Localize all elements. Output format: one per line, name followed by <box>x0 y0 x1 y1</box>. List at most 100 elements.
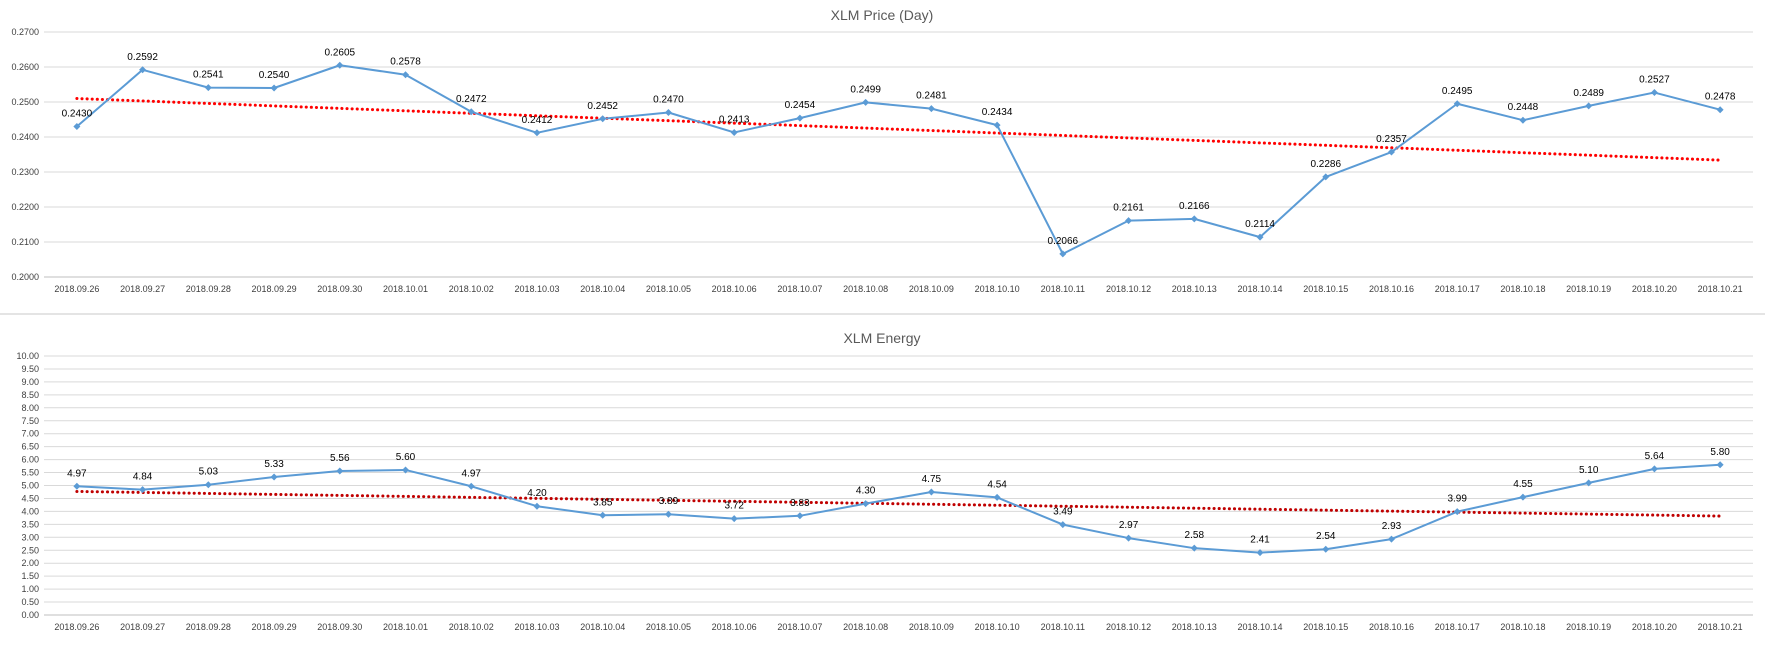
energy-data-point <box>599 511 607 519</box>
price-x-tick-label: 2018.10.11 <box>1041 284 1085 294</box>
price-data-point <box>730 128 738 136</box>
energy-x-tick-label: 2018.10.06 <box>712 622 757 632</box>
energy-data-point <box>1387 535 1395 543</box>
price-data-label: 0.2454 <box>785 100 816 111</box>
price-data-point <box>796 114 804 122</box>
energy-data-label: 4.97 <box>67 468 87 479</box>
price-data-point <box>402 71 410 79</box>
energy-data-point <box>336 467 344 475</box>
energy-chart: 0.00 0.50 1.00 1.50 2.00 2.50 3.00 3.50 4.00 4.50… <box>16 351 1753 632</box>
energy-x-tick-label: 2018.10.15 <box>1303 622 1348 632</box>
price-y-tick-label: 0.2400 <box>11 132 39 142</box>
energy-data-point <box>1716 461 1724 469</box>
price-data-label: 0.2413 <box>719 114 750 125</box>
price-data-label: 0.2541 <box>193 70 224 81</box>
energy-x-tick-label: 2018.10.18 <box>1500 622 1545 632</box>
energy-data-label: 5.64 <box>1645 451 1665 462</box>
energy-data-label: 2.93 <box>1382 521 1402 532</box>
price-data-point <box>1322 173 1330 181</box>
energy-y-tick-label: 2.00 <box>21 558 39 568</box>
price-x-tick-label: 2018.10.13 <box>1172 284 1217 294</box>
energy-y-tick-label: 3.00 <box>21 532 39 542</box>
price-chart: 0.2000 0.2100 0.2200 0.2300 0.2400 0.2500 0.26… <box>11 27 1753 294</box>
energy-y-tick-label: 4.50 <box>21 493 39 503</box>
energy-data-label: 3.72 <box>724 501 744 512</box>
price-data-label: 0.2434 <box>982 107 1013 118</box>
price-x-tick-label: 2018.10.17 <box>1435 284 1480 294</box>
energy-x-tick-label: 2018.09.30 <box>317 622 362 632</box>
energy-data-label: 5.10 <box>1579 465 1599 476</box>
price-x-tick-label: 2018.09.28 <box>186 284 231 294</box>
energy-data-point <box>927 488 935 496</box>
price-y-tick-label: 0.2200 <box>11 202 39 212</box>
price-y-tick-label: 0.2700 <box>11 27 39 37</box>
energy-x-tick-label: 2018.10.02 <box>449 622 494 632</box>
price-data-point <box>1585 102 1593 110</box>
price-data-label: 0.2540 <box>259 70 290 81</box>
energy-x-tick-label: 2018.10.12 <box>1106 622 1151 632</box>
energy-y-tick-label: 0.50 <box>21 597 39 607</box>
price-data-label: 0.2472 <box>456 94 487 105</box>
energy-x-tick-label: 2018.10.20 <box>1632 622 1677 632</box>
energy-data-label: 4.75 <box>922 474 942 485</box>
energy-data-point <box>73 482 81 490</box>
energy-y-tick-label: 6.00 <box>21 455 39 465</box>
price-data-point <box>204 84 212 92</box>
energy-y-tick-label: 6.50 <box>21 442 39 452</box>
price-x-tick-label: 2018.10.21 <box>1698 284 1743 294</box>
energy-data-point <box>993 493 1001 501</box>
energy-x-tick-label: 2018.10.17 <box>1435 622 1480 632</box>
price-data-label: 0.2495 <box>1442 86 1473 97</box>
energy-x-tick-label: 2018.10.21 <box>1698 622 1743 632</box>
price-data-label: 0.2114 <box>1245 219 1275 230</box>
price-data-point <box>993 121 1001 129</box>
energy-data-label: 3.99 <box>1447 494 1467 505</box>
price-series-line <box>76 64 1721 255</box>
energy-data-label: 4.20 <box>527 488 547 499</box>
price-data-label: 0.2066 <box>1048 236 1079 247</box>
energy-data-label: 4.54 <box>987 479 1007 490</box>
energy-data-point <box>1650 465 1658 473</box>
energy-x-tick-label: 2018.09.27 <box>120 622 165 632</box>
price-x-tick-label: 2018.09.26 <box>54 284 99 294</box>
price-data-point <box>1519 116 1527 124</box>
energy-y-tick-label: 0.00 <box>21 610 39 620</box>
price-x-tick-label: 2018.10.15 <box>1303 284 1348 294</box>
energy-y-tick-label: 7.50 <box>21 416 39 426</box>
energy-data-point <box>204 481 212 489</box>
price-x-tick-label: 2018.10.04 <box>580 284 625 294</box>
price-data-point <box>599 115 607 123</box>
price-data-label: 0.2481 <box>916 91 947 102</box>
energy-trendline <box>75 489 1722 518</box>
price-trendline <box>75 97 1722 162</box>
energy-data-label: 4.55 <box>1513 479 1533 490</box>
price-data-label: 0.2286 <box>1310 159 1341 170</box>
price-y-tick-label: 0.2500 <box>11 97 39 107</box>
energy-data-point <box>1453 508 1461 516</box>
energy-data-label: 5.60 <box>396 452 416 463</box>
price-data-point <box>862 98 870 106</box>
energy-data-label: 3.89 <box>659 496 679 507</box>
energy-data-label: 4.30 <box>856 486 876 497</box>
price-data-label: 0.2452 <box>587 101 618 112</box>
energy-data-label: 2.41 <box>1250 535 1270 546</box>
energy-data-point <box>664 510 672 518</box>
energy-x-tick-label: 2018.09.29 <box>252 622 297 632</box>
energy-y-tick-label: 9.50 <box>21 364 39 374</box>
energy-x-tick-label: 2018.10.16 <box>1369 622 1414 632</box>
price-x-tick-label: 2018.10.08 <box>843 284 888 294</box>
energy-data-point <box>1322 545 1330 553</box>
energy-x-tick-label: 2018.10.13 <box>1172 622 1217 632</box>
price-data-label: 0.2578 <box>390 57 421 68</box>
price-data-label: 0.2412 <box>522 115 553 126</box>
energy-data-point <box>1125 534 1133 542</box>
energy-data-label: 5.33 <box>264 459 284 470</box>
energy-data-label: 3.49 <box>1053 507 1073 518</box>
energy-x-tick-label: 2018.10.01 <box>383 622 428 632</box>
energy-y-tick-label: 4.00 <box>21 506 39 516</box>
price-x-tick-label: 2018.09.27 <box>120 284 165 294</box>
price-x-tick-label: 2018.10.14 <box>1237 284 1282 294</box>
energy-x-tick-label: 2018.10.09 <box>909 622 954 632</box>
energy-data-point <box>533 502 541 510</box>
energy-data-label: 5.03 <box>199 467 219 478</box>
